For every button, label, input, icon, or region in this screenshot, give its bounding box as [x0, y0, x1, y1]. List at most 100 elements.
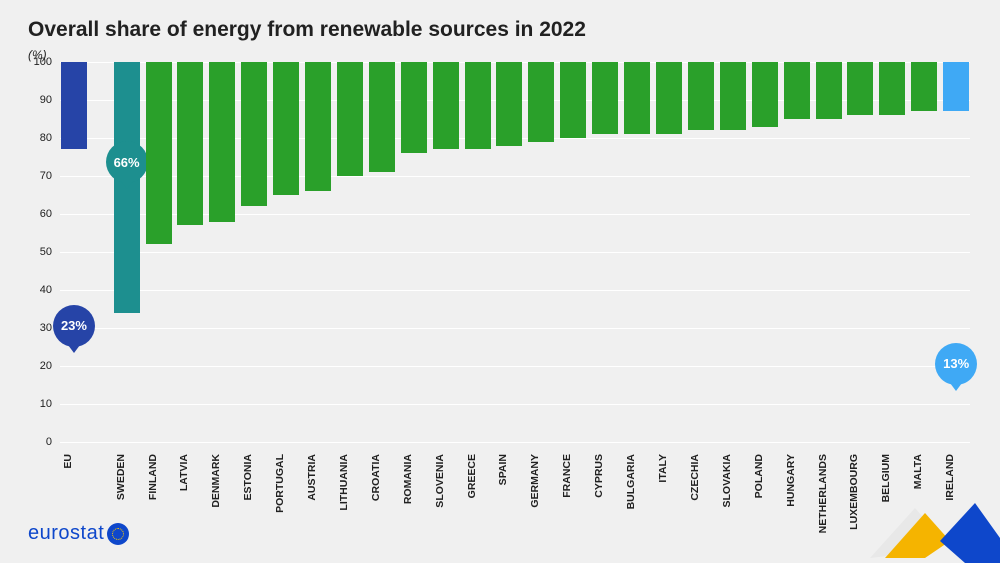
bar-slot: BULGARIA — [623, 62, 651, 442]
bar-slot: POLAND — [751, 62, 779, 442]
y-tick-label: 10 — [0, 398, 52, 410]
x-tick-label: NETHERLANDS — [817, 454, 829, 533]
x-tick-label: FRANCE — [561, 454, 573, 498]
bar — [146, 62, 172, 244]
bar — [209, 62, 235, 222]
chart-title: Overall share of energy from renewable s… — [28, 18, 586, 42]
y-tick-label: 80 — [0, 132, 52, 144]
x-tick-label: GERMANY — [529, 454, 541, 508]
bar-slot: AUSTRIA — [304, 62, 332, 442]
y-tick-label: 40 — [0, 284, 52, 296]
bar-slot: ITALY — [655, 62, 683, 442]
bar-slot: NETHERLANDS — [815, 62, 843, 442]
bar-slot: HUNGARY — [783, 62, 811, 442]
bar-spacer — [92, 62, 109, 442]
bar — [305, 62, 331, 191]
bar-slot: LATVIA — [176, 62, 204, 442]
x-tick-label: SLOVENIA — [434, 454, 446, 508]
x-tick-label: LATVIA — [178, 454, 190, 491]
logo-text: eurostat — [28, 522, 104, 545]
y-tick-label: 20 — [0, 360, 52, 372]
bar-slot: 23%EU — [60, 62, 88, 442]
x-tick-label: ITALY — [657, 454, 669, 483]
bar — [496, 62, 522, 146]
bar — [879, 62, 905, 115]
bar-slot: GERMANY — [527, 62, 555, 442]
bar-slot: FRANCE — [559, 62, 587, 442]
bar — [720, 62, 746, 130]
bubble-text: 23% — [61, 318, 87, 333]
bar-slot: CZECHIA — [687, 62, 715, 442]
bar — [943, 62, 969, 111]
x-tick-label: CZECHIA — [689, 454, 701, 501]
bar — [911, 62, 937, 111]
bar — [433, 62, 459, 149]
bar — [560, 62, 586, 138]
x-tick-label: DENMARK — [210, 454, 222, 508]
x-tick-label: EU — [62, 454, 74, 469]
y-tick-label: 90 — [0, 94, 52, 106]
x-tick-label: FINLAND — [147, 454, 159, 500]
y-tick-label: 50 — [0, 246, 52, 258]
bar-slot: ROMANIA — [400, 62, 428, 442]
bubble-text: 13% — [943, 356, 969, 371]
x-tick-label: ROMANIA — [402, 454, 414, 504]
bar — [369, 62, 395, 172]
bar-slot: GREECE — [464, 62, 492, 442]
x-tick-label: BULGARIA — [625, 454, 637, 509]
bar — [816, 62, 842, 119]
corner-graphic-icon — [830, 493, 1000, 563]
x-tick-label: LITHUANIA — [338, 454, 350, 511]
x-tick-label: CROATIA — [370, 454, 382, 501]
x-tick-label: SWEDEN — [115, 454, 127, 500]
bar — [465, 62, 491, 149]
bar-slot: CROATIA — [368, 62, 396, 442]
bar-slot: MALTA — [910, 62, 938, 442]
bar-slot: DENMARK — [208, 62, 236, 442]
bars-container: 23%EU 66%SWEDENFINLANDLATVIADENMARKESTONI… — [60, 62, 970, 442]
x-tick-label: MALTA — [912, 454, 924, 489]
bar — [784, 62, 810, 119]
x-tick-label: POLAND — [753, 454, 765, 498]
bar-slot: CYPRUS — [591, 62, 619, 442]
y-tick-label: 0 — [0, 436, 52, 448]
bar — [528, 62, 554, 142]
bar-slot: SPAIN — [496, 62, 524, 442]
bar-slot: ESTONIA — [240, 62, 268, 442]
bar-slot: SLOVAKIA — [719, 62, 747, 442]
x-tick-label: CYPRUS — [593, 454, 605, 498]
bar-slot: LITHUANIA — [336, 62, 364, 442]
bar — [337, 62, 363, 176]
y-tick-label: 30 — [0, 322, 52, 334]
value-bubble: 13% — [935, 343, 977, 385]
x-tick-label: SLOVAKIA — [721, 454, 733, 507]
bar-slot: LUXEMBOURG — [846, 62, 874, 442]
bar — [273, 62, 299, 195]
bar-slot: SLOVENIA — [432, 62, 460, 442]
value-bubble: 23% — [53, 305, 95, 347]
y-tick-label: 60 — [0, 208, 52, 220]
x-tick-label: GREECE — [466, 454, 478, 498]
bar-slot: 66%SWEDEN — [113, 62, 141, 442]
bar — [688, 62, 714, 130]
value-bubble: 66% — [106, 141, 148, 183]
bar-slot: FINLAND — [145, 62, 173, 442]
bar — [401, 62, 427, 153]
y-tick-label: 100 — [0, 56, 52, 68]
x-tick-label: PORTUGAL — [274, 454, 286, 513]
bar — [241, 62, 267, 206]
bar — [624, 62, 650, 134]
bar — [61, 62, 87, 149]
bar-slot: PORTUGAL — [272, 62, 300, 442]
eu-flag-icon — [107, 523, 129, 545]
bar — [592, 62, 618, 134]
y-tick-label: 70 — [0, 170, 52, 182]
x-tick-label: SPAIN — [497, 454, 509, 485]
bubble-text: 66% — [114, 155, 140, 170]
bar — [847, 62, 873, 115]
x-tick-label: HUNGARY — [785, 454, 797, 507]
x-tick-label: ESTONIA — [242, 454, 254, 500]
bar — [656, 62, 682, 134]
bar-slot: BELGIUM — [878, 62, 906, 442]
bar — [752, 62, 778, 127]
